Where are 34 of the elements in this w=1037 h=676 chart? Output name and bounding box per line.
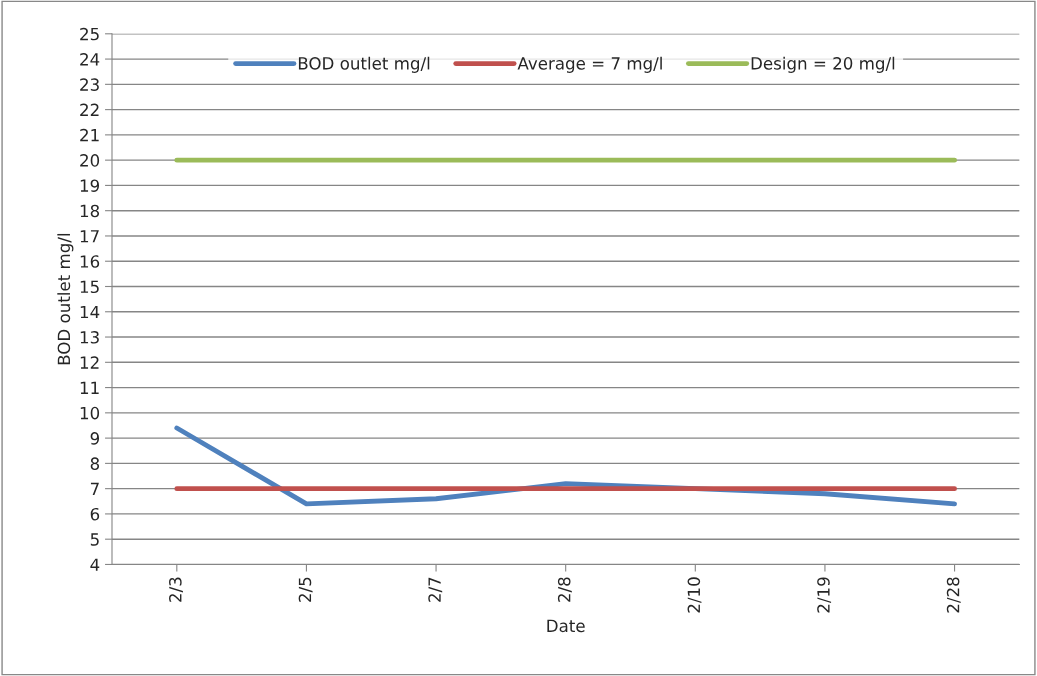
x-tick-label: 2/8 — [557, 577, 572, 602]
y-tick-label: 25 — [80, 27, 99, 41]
y-tick-label: 20 — [80, 154, 100, 167]
legend-label: BOD outlet mg/l — [298, 56, 430, 73]
y-tick-label: 14 — [80, 305, 100, 319]
y-tick-label: 21 — [80, 128, 99, 142]
x-tick-label: 2/5 — [298, 577, 313, 602]
y-tick-label: 19 — [80, 179, 100, 192]
y-tick-label: 10 — [80, 406, 100, 420]
legend-label: Design = 20 mg/l — [751, 56, 895, 73]
y-tick-label: 9 — [90, 432, 100, 445]
y-tick-label: 4 — [90, 558, 100, 571]
x-tick-label: 2/10 — [687, 577, 702, 613]
y-tick-label: 16 — [80, 255, 100, 268]
y-tick-label: 8 — [90, 457, 100, 470]
x-axis-title: Date — [547, 619, 585, 633]
y-tick-label: 5 — [90, 533, 99, 546]
y-tick-label: 24 — [80, 53, 100, 66]
y-axis-title: BOD outlet mg/l — [57, 233, 74, 365]
x-tick-label: 2/19 — [817, 577, 832, 613]
y-tick-label: 15 — [80, 280, 99, 294]
y-tick-label: 13 — [80, 331, 99, 344]
y-tick-label: 11 — [80, 381, 99, 394]
legend-label: Average = 7 mg/l — [517, 56, 662, 73]
x-tick-label: 2/28 — [946, 577, 961, 613]
y-tick-label: 22 — [80, 103, 99, 116]
y-tick-label: 23 — [80, 78, 99, 91]
x-tick-label: 2/7 — [428, 577, 443, 602]
y-tick-label: 7 — [90, 482, 99, 495]
y-tick-label: 18 — [80, 204, 100, 218]
x-tick-label: 2/3 — [169, 577, 183, 602]
y-tick-label: 17 — [80, 230, 99, 243]
y-tick-label: 12 — [80, 356, 99, 369]
y-tick-label: 6 — [90, 507, 100, 521]
